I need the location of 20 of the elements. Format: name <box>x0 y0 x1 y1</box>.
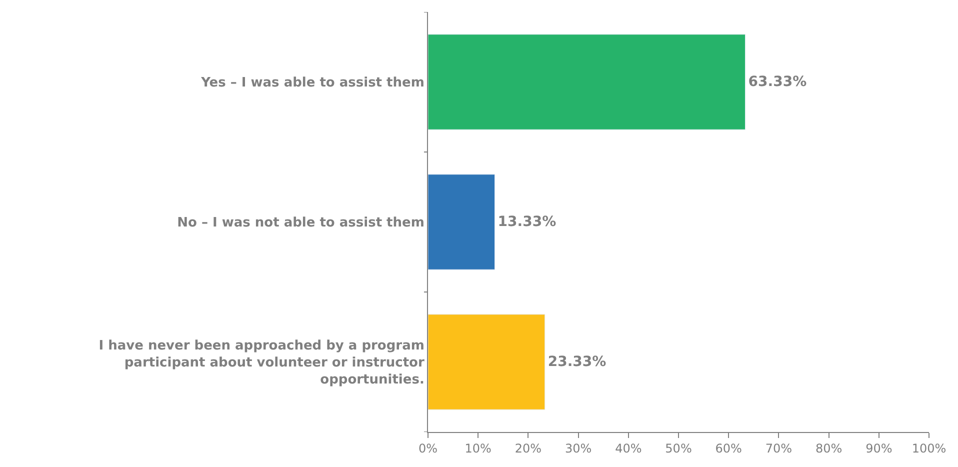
x-tick-label: 70% <box>765 441 792 456</box>
bar <box>428 34 746 130</box>
x-tick-label: 90% <box>866 441 892 456</box>
x-tick-label: 30% <box>564 441 592 456</box>
x-tick-label: 40% <box>615 441 642 456</box>
x-tick-label: 10% <box>464 441 492 456</box>
y-tick-label: Yes – I was able to assist them <box>200 76 424 91</box>
data-label: 13.33% <box>498 214 556 230</box>
x-tick-label: 100% <box>912 441 946 456</box>
x-tick-label: 60% <box>715 441 742 456</box>
x-tick-label: 0% <box>418 441 438 456</box>
data-label: 23.33% <box>548 354 606 370</box>
x-tick-label: 80% <box>815 441 842 456</box>
data-label: 63.33% <box>748 74 807 90</box>
bar <box>428 314 546 410</box>
x-tick-label: 20% <box>514 441 542 456</box>
bar <box>428 174 496 270</box>
y-tick-label: I have never been approached by a program participant about volunteer or instructor opportunities. <box>98 338 425 388</box>
x-tick-label: 50% <box>665 441 692 456</box>
y-tick-label: No – I was not able to assist them <box>177 216 424 231</box>
